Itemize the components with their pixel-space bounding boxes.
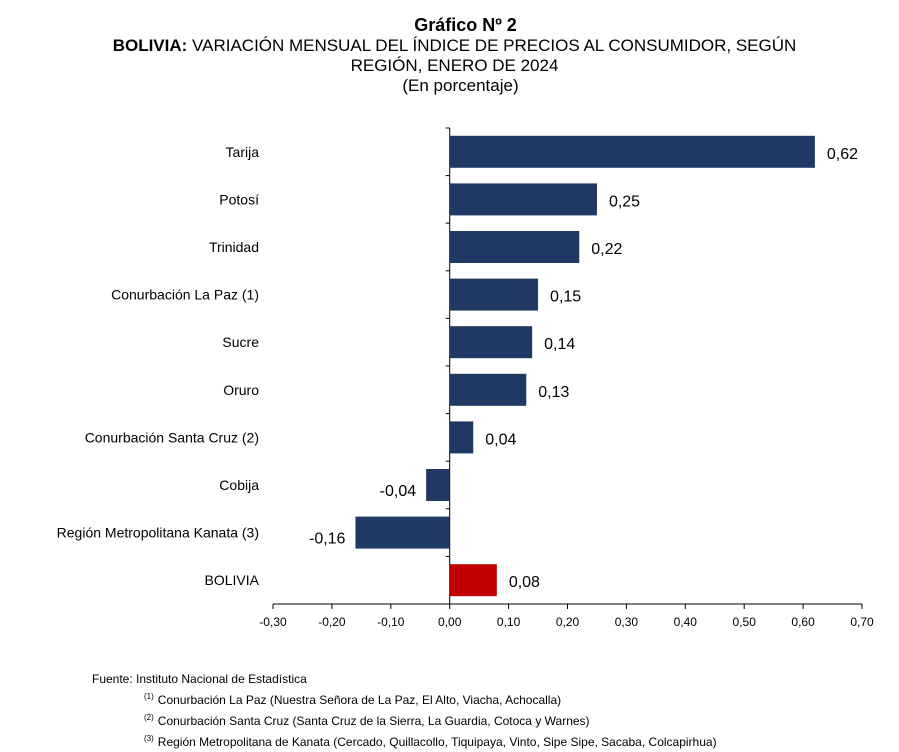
bar: [426, 469, 450, 501]
data-label: 0,04: [485, 431, 516, 448]
footnote-2: (2) Conurbación Santa Cruz (Santa Cruz de…: [92, 709, 717, 730]
category-label: Cobija: [219, 477, 259, 493]
footnote-2-text: Conurbación Santa Cruz (Santa Cruz de la…: [157, 714, 590, 728]
category-label: Conurbación La Paz (1): [111, 287, 259, 303]
x-tick-label: -0,20: [318, 615, 346, 629]
x-tick-label: 0,50: [733, 615, 757, 629]
footnote-3-mark: (3): [144, 734, 154, 743]
x-tick-label: -0,30: [259, 615, 287, 629]
category-label: BOLIVIA: [205, 572, 260, 588]
x-tick-label: 0,60: [791, 615, 815, 629]
x-tick-label: 0,10: [497, 615, 521, 629]
category-label: Tarija: [226, 144, 260, 160]
chart-number: Gráfico Nº 2: [414, 15, 517, 35]
bar: [355, 516, 450, 549]
bar: [449, 278, 539, 311]
x-tick-label: -0,10: [377, 615, 405, 629]
x-tick-label: 0,20: [556, 615, 580, 629]
category-label: Región Metropolitana Kanata (3): [57, 525, 259, 541]
footnote-1-mark: (1): [144, 692, 154, 701]
category-label: Oruro: [223, 382, 259, 398]
chart-unit: (En porcentaje): [402, 76, 519, 95]
footnote-1-text: Conurbación La Paz (Nuestra Señora de La…: [157, 693, 562, 707]
chart-title-text: VARIACIÓN MENSUAL DEL ÍNDICE DE PRECIOS …: [192, 36, 797, 55]
data-label: 0,15: [550, 289, 581, 306]
bar: [449, 135, 815, 168]
chart-title-country: BOLIVIA:: [112, 36, 188, 55]
chart-footer: Fuente: Instituto Nacional de Estadístic…: [92, 671, 717, 751]
data-label: 0,62: [827, 146, 858, 163]
x-tick-label: 0,00: [438, 615, 462, 629]
x-tick-label: 0,30: [615, 615, 639, 629]
category-label: Trinidad: [209, 239, 259, 255]
data-label: 0,14: [544, 336, 575, 353]
chart-title-line1: BOLIVIA: VARIACIÓN MENSUAL DEL ÍNDICE DE…: [10, 36, 899, 56]
footnote-3-text: Región Metropolitana de Kanata (Cercado,…: [157, 735, 717, 749]
footnote-3: (3) Región Metropolitana de Kanata (Cerca…: [92, 730, 717, 751]
x-tick-label: 0,70: [850, 615, 874, 629]
category-label: Potosí: [219, 191, 259, 207]
source-note: Fuente: Instituto Nacional de Estadístic…: [92, 672, 307, 686]
footnote-2-mark: (2): [144, 713, 154, 722]
data-label: 0,25: [609, 193, 640, 210]
chart-title-block: Gráfico Nº 2 BOLIVIA: VARIACIÓN MENSUAL …: [0, 14, 899, 96]
x-tick-label: 0,40: [674, 615, 698, 629]
bar: [449, 421, 474, 454]
bar: [449, 183, 597, 216]
chart-title-line2: REGIÓN, ENERO DE 2024: [350, 56, 559, 75]
data-label: 0,22: [591, 241, 622, 258]
category-label: Conurbación Santa Cruz (2): [85, 429, 259, 445]
category-label: Sucre: [222, 334, 259, 350]
footnote-1: (1) Conurbación La Paz (Nuestra Señora de…: [92, 688, 717, 709]
data-label: -0,16: [309, 531, 346, 548]
bar: [449, 373, 527, 406]
bar: [449, 326, 533, 359]
bar: [449, 231, 580, 263]
data-label: -0,04: [380, 483, 417, 500]
data-label: 0,08: [509, 574, 540, 591]
data-label: 0,13: [538, 384, 569, 401]
bar: [449, 564, 497, 597]
